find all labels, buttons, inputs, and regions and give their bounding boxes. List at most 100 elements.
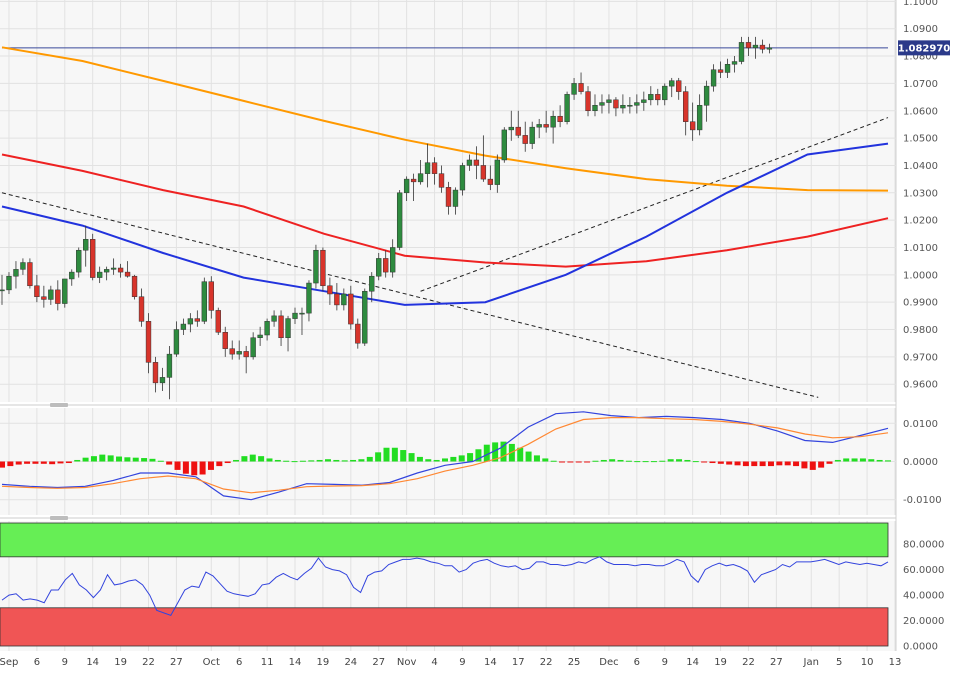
candle-bearish — [480, 135, 487, 182]
candle-body — [683, 91, 689, 122]
macd-tick-label: 0.0100 — [903, 419, 938, 430]
price-tick-label: 1.0900 — [903, 24, 938, 35]
candle-body — [201, 281, 207, 322]
candle-body — [717, 69, 724, 73]
candle-body — [745, 42, 752, 49]
macd-histogram-bar — [57, 461, 64, 464]
price-tick-label: 1.0000 — [903, 270, 938, 281]
candle-body — [96, 271, 103, 278]
candle-bearish — [124, 261, 131, 278]
candle-bearish — [243, 345, 249, 374]
candle-body — [438, 173, 445, 188]
candle-bullish — [369, 272, 375, 303]
price-tick-label: 1.0200 — [903, 216, 938, 227]
macd-histogram-bar — [818, 461, 825, 468]
macd-histogram-bar — [199, 461, 206, 475]
macd-histogram-bar — [751, 461, 758, 467]
candle-bullish — [529, 121, 535, 150]
candle-body — [271, 315, 277, 322]
x-tick-label: Oct — [203, 657, 220, 668]
candle-body — [592, 105, 598, 112]
candle-bearish — [138, 288, 145, 327]
candle-body — [264, 321, 270, 336]
candle-bearish — [215, 307, 221, 335]
macd-histogram-bar — [650, 461, 657, 463]
candle-body — [62, 278, 68, 304]
candle-bearish — [34, 274, 40, 303]
candle-body — [327, 285, 333, 295]
candle-body — [13, 269, 19, 277]
candle-bullish — [299, 307, 305, 335]
candle-body — [550, 115, 556, 128]
candle-bullish — [466, 154, 473, 171]
candle-bullish — [424, 143, 431, 188]
macd-histogram-bar — [709, 461, 716, 464]
candle-body — [76, 249, 82, 273]
macd-histogram-bar — [274, 459, 281, 462]
macd-histogram-bar — [174, 461, 181, 470]
candle-body — [738, 42, 745, 62]
candle-bullish — [48, 285, 54, 305]
x-tick-label: 10 — [861, 657, 874, 668]
resize-handle-macd[interactable] — [50, 403, 68, 407]
macd-histogram-bar — [759, 461, 766, 467]
x-tick-label: 9 — [662, 657, 668, 668]
resize-handle-rsi[interactable] — [50, 516, 68, 520]
macd-histogram-bar — [450, 456, 457, 462]
candle-bearish — [717, 61, 724, 78]
macd-histogram-bar — [726, 461, 733, 465]
macd-histogram-bar — [224, 461, 231, 464]
candle-body — [606, 99, 612, 103]
candle-body — [410, 178, 417, 183]
candle-body — [90, 239, 96, 278]
x-tick-label: 22 — [142, 657, 155, 668]
x-tick-label: Dec — [599, 657, 618, 668]
x-tick-label: 13 — [889, 657, 902, 668]
macd-histogram-bar — [24, 461, 31, 464]
candle-bullish — [76, 247, 82, 278]
macd-histogram-bar — [141, 458, 148, 462]
candle-body — [585, 91, 591, 112]
macd-histogram-bar — [149, 458, 156, 462]
macd-line — [1, 417, 889, 494]
candle-body — [48, 289, 54, 300]
candle-body — [689, 121, 696, 131]
candle-bullish — [606, 94, 612, 114]
macd-histogram-bar — [767, 461, 774, 467]
candle-body — [578, 83, 584, 92]
candle-body — [599, 102, 605, 106]
candle-bullish — [766, 43, 773, 54]
macd-histogram-bar — [74, 459, 81, 462]
candle-bearish — [208, 276, 214, 319]
price-tick-label: 0.9900 — [903, 298, 938, 309]
candle-body — [403, 178, 410, 194]
candle-body — [431, 162, 438, 174]
candle-body — [627, 105, 633, 107]
candle-bullish — [20, 258, 26, 275]
candle-body — [459, 165, 466, 191]
macd-histogram-bar — [742, 461, 749, 467]
rsi-tick-label: 80.0000 — [903, 540, 944, 551]
candle-bullish — [110, 258, 117, 275]
macd-histogram-bar — [533, 455, 540, 462]
candle-body — [292, 312, 298, 319]
price-tick-label: 1.0300 — [903, 188, 938, 199]
macd-histogram-bar — [15, 461, 22, 465]
moving-average-line — [1, 142, 889, 306]
macd-histogram-bar — [383, 447, 390, 462]
x-tick-label: 4 — [431, 657, 437, 668]
macd-histogram-bar — [609, 459, 616, 462]
macd-histogram-bar — [124, 457, 131, 462]
candle-bullish — [452, 187, 459, 215]
macd-histogram-bar — [191, 461, 198, 476]
candle-bullish — [396, 190, 403, 251]
candle-bullish — [159, 367, 166, 392]
macd-histogram-bar — [0, 461, 5, 468]
candle-body — [466, 159, 473, 166]
candle-bearish — [683, 86, 689, 136]
candle-bearish — [27, 258, 33, 289]
candle-body — [515, 126, 521, 136]
x-tick-label: Sep — [0, 657, 18, 668]
macd-histogram-bar — [467, 453, 474, 462]
candle-body — [508, 126, 514, 131]
